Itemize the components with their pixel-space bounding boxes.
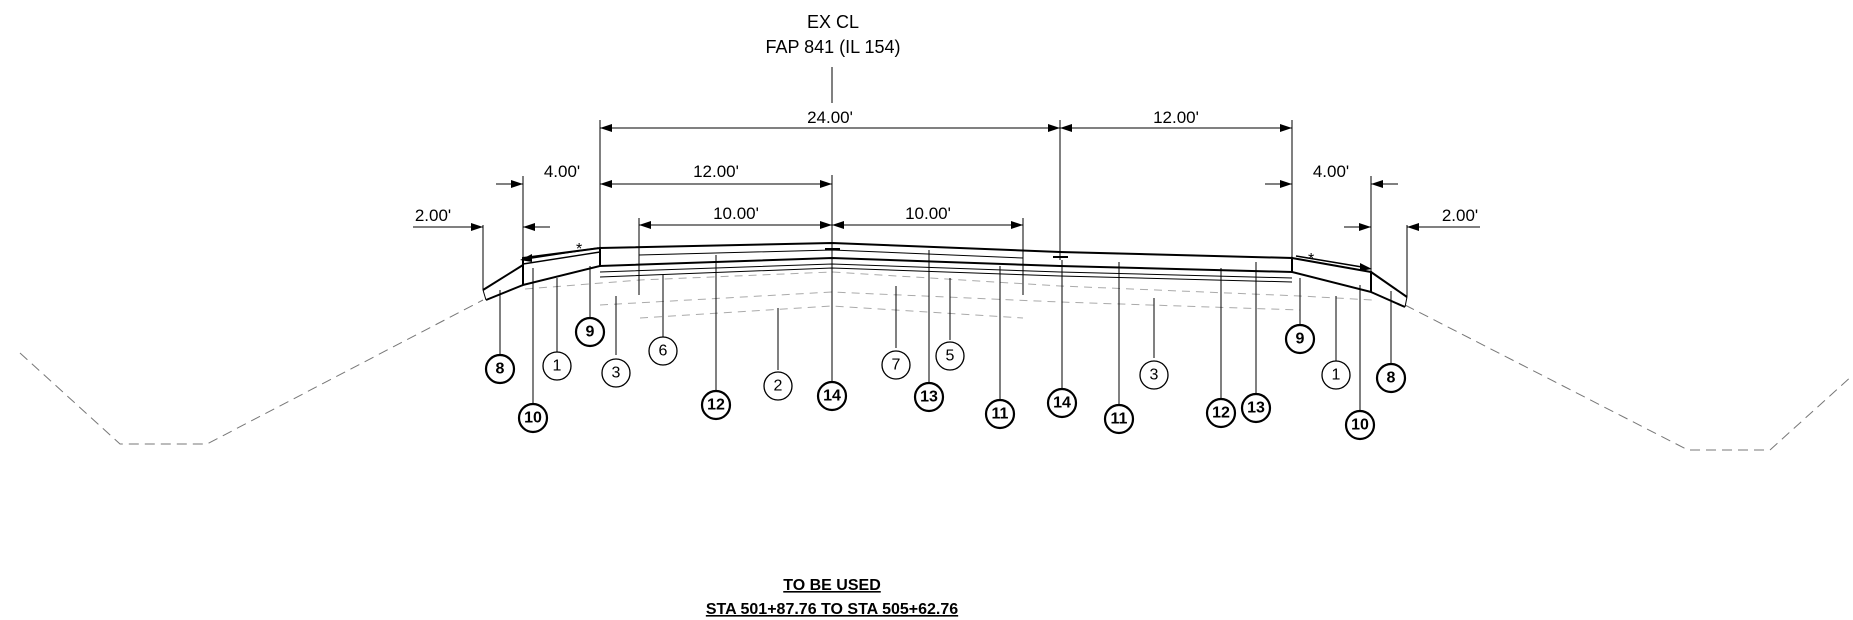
callout-11-left: 11 — [984, 398, 1016, 430]
right-shoulder — [1291, 256, 1372, 294]
usage-note-title: TO BE USED — [783, 577, 881, 594]
callout-11-right: 11 — [1103, 403, 1135, 435]
dim-2l-label: 2.00' — [415, 206, 451, 225]
dim-4r-arrow-c — [1280, 180, 1292, 188]
dim-2l-arrow — [471, 223, 483, 231]
usage-note-stations: STA 501+87.76 TO STA 505+62.76 — [706, 601, 958, 618]
dim-12r-arrow-l — [1060, 124, 1072, 132]
dim-4r-arrow — [1371, 180, 1383, 188]
callout-9-right: 9 — [1284, 323, 1316, 355]
svg-text:5: 5 — [946, 348, 955, 365]
dim-10l-arrow-l — [639, 221, 651, 229]
dim-4l-arrow-b — [523, 223, 535, 231]
dim-2r-label: 2.00' — [1442, 206, 1478, 225]
existing-ground-right — [1404, 304, 1853, 451]
callout-8-left: 8 — [484, 353, 516, 385]
right-star: * — [1308, 251, 1314, 268]
callout-6: 6 — [648, 336, 678, 366]
left-outer-slope — [482, 264, 524, 291]
svg-text:1: 1 — [553, 358, 562, 375]
callout-14-center: 14 — [816, 380, 848, 412]
svg-text:14: 14 — [1053, 395, 1071, 412]
dim-12l-arrow-l — [600, 180, 612, 188]
existing-ground-left — [19, 299, 484, 445]
left-shoulder-surface — [522, 251, 601, 265]
svg-text:8: 8 — [496, 361, 505, 378]
callout-leaders — [499, 250, 1392, 412]
right-outer-slope — [1370, 271, 1408, 298]
callout-10-right: 10 — [1344, 409, 1376, 441]
callout-8-right: 8 — [1375, 362, 1407, 394]
svg-text:2: 2 — [774, 378, 783, 395]
callout-9-left: 9 — [574, 316, 606, 348]
svg-text:9: 9 — [586, 324, 595, 341]
dim-10l-label: 10.00' — [713, 204, 759, 223]
svg-text:3: 3 — [1150, 367, 1159, 384]
dim-4r-label: 4.00' — [1313, 162, 1349, 181]
dim-12l-label: 12.00' — [693, 162, 739, 181]
callout-10-left: 10 — [517, 402, 549, 434]
callout-7: 7 — [881, 350, 911, 380]
dim-10r-arrow-r — [1011, 221, 1023, 229]
callout-13-left: 13 — [913, 381, 945, 413]
dim-4r-arrow-b — [1359, 223, 1371, 231]
callout-12-left: 12 — [700, 389, 732, 421]
dim-10l-arrow-r — [820, 221, 832, 229]
svg-text:7: 7 — [892, 357, 901, 374]
dim-4l-arrow — [511, 180, 523, 188]
svg-text:11: 11 — [1111, 411, 1128, 428]
right-edge-tick — [1404, 296, 1408, 308]
centerline-title: EX CL — [807, 12, 859, 32]
svg-text:9: 9 — [1296, 331, 1305, 348]
pavement-lower-line — [599, 263, 1293, 279]
svg-text:10: 10 — [1351, 417, 1369, 434]
left-shoulder-arrow-head — [520, 254, 532, 262]
svg-text:12: 12 — [1212, 405, 1230, 422]
svg-text:6: 6 — [659, 343, 668, 360]
pavement-inner-line — [638, 249, 1024, 259]
route-title: FAP 841 (IL 154) — [765, 37, 900, 57]
callout-13-right: 13 — [1240, 392, 1272, 424]
dim-10r-label: 10.00' — [905, 204, 951, 223]
svg-text:13: 13 — [1247, 400, 1265, 417]
dim-12l-arrow-r — [820, 180, 832, 188]
dim-24-arrow-l — [600, 124, 612, 132]
callout-12-right: 12 — [1205, 397, 1237, 429]
right-shoulder-arrow-line — [1295, 255, 1369, 269]
callout-2: 2 — [763, 371, 793, 401]
dim-10r-arrow-l — [832, 221, 844, 229]
dim-12r-arrow-r — [1280, 124, 1292, 132]
left-shoulder-arrow-line — [524, 247, 599, 260]
dim-12r-label: 12.00' — [1153, 108, 1199, 127]
left-outer-slope-2 — [485, 284, 524, 301]
svg-text:8: 8 — [1387, 370, 1396, 387]
right-outer-slope-2 — [1370, 291, 1406, 308]
callout-1-right: 1 — [1321, 360, 1351, 390]
dim-24-arrow-r — [1048, 124, 1060, 132]
svg-text:13: 13 — [920, 389, 938, 406]
svg-text:10: 10 — [524, 410, 542, 427]
callout-1-left: 1 — [542, 351, 572, 381]
callout-3-left: 3 — [601, 358, 631, 388]
callout-5: 5 — [935, 341, 965, 371]
dim-4l-label: 4.00' — [544, 162, 580, 181]
svg-text:11: 11 — [992, 406, 1009, 423]
callout-3-right: 3 — [1139, 360, 1169, 390]
subgrade-line-1 — [524, 271, 1373, 301]
left-edge-tick — [482, 289, 487, 301]
svg-text:14: 14 — [823, 388, 841, 405]
callout-14-right: 14 — [1046, 387, 1078, 419]
dim-24-label: 24.00' — [807, 108, 853, 127]
svg-text:12: 12 — [707, 397, 725, 414]
dim-2r-arrow — [1407, 223, 1419, 231]
left-star: * — [576, 241, 582, 258]
svg-text:1: 1 — [1332, 367, 1341, 384]
right-shoulder-arrow-head — [1360, 263, 1372, 271]
svg-text:3: 3 — [612, 365, 621, 382]
